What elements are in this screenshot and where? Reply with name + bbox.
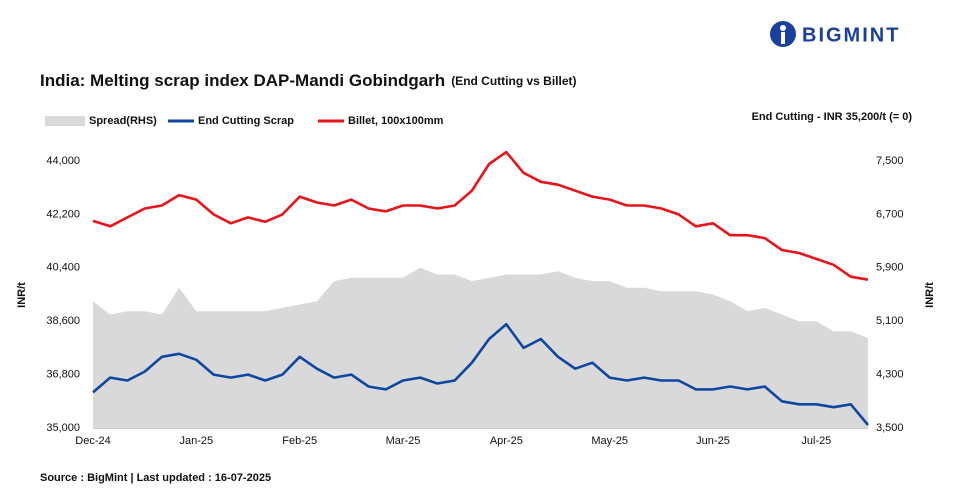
logo-icon-dot [780,25,786,31]
y-tick-label: 44,000 [46,155,80,167]
x-tick-label: Jan-25 [180,435,214,447]
y-axis-label: INR/t [16,282,28,308]
x-tick-label: Jul-25 [801,435,831,447]
logo-text: BIGMINT [802,24,900,46]
y-tick-label: 36,800 [46,369,80,381]
y2-tick-label: 4,300 [876,369,904,381]
y-tick-label: 40,400 [46,262,80,274]
legend-swatch [45,116,85,126]
y-tick-label: 42,200 [46,208,80,220]
x-tick-label: Feb-25 [282,435,317,447]
title: India: Melting scrap index DAP-Mandi Gob… [40,71,445,90]
logo: BIGMINT [770,21,900,47]
subtitle: (End Cutting vs Billet) [451,74,576,88]
logo-icon-bar [781,32,785,44]
y2-tick-label: 7,500 [876,155,904,167]
series-line [92,150,869,281]
legend-label: Spread(RHS) [89,115,157,127]
y-tick-label: 35,000 [46,422,80,434]
chart-title: India: Melting scrap index DAP-Mandi Gob… [40,71,577,90]
series-line [92,322,869,426]
x-tick-label: Mar-25 [386,435,421,447]
y-tick-label: 38,600 [46,315,80,327]
legend-label: Billet, 100x100mm [348,115,444,127]
y2-tick-label: 6,700 [876,208,904,220]
y2-tick-label: 5,100 [876,315,904,327]
note: End Cutting - INR 35,200/t (= 0) [752,111,913,123]
y2-tick-label: 5,900 [876,262,904,274]
x-tick-label: Apr-25 [490,435,523,447]
x-tick-label: Jun-25 [696,435,730,447]
source: Source : BigMint | Last updated : 16-07-… [40,472,271,484]
spread-area [93,267,868,428]
x-tick-label: Dec-24 [75,435,110,447]
x-tick-label: May-25 [591,435,628,447]
y2-tick-label: 3,500 [876,422,904,434]
legend-label: End Cutting Scrap [198,115,294,127]
y2-axis-label: INR/t [924,282,936,308]
